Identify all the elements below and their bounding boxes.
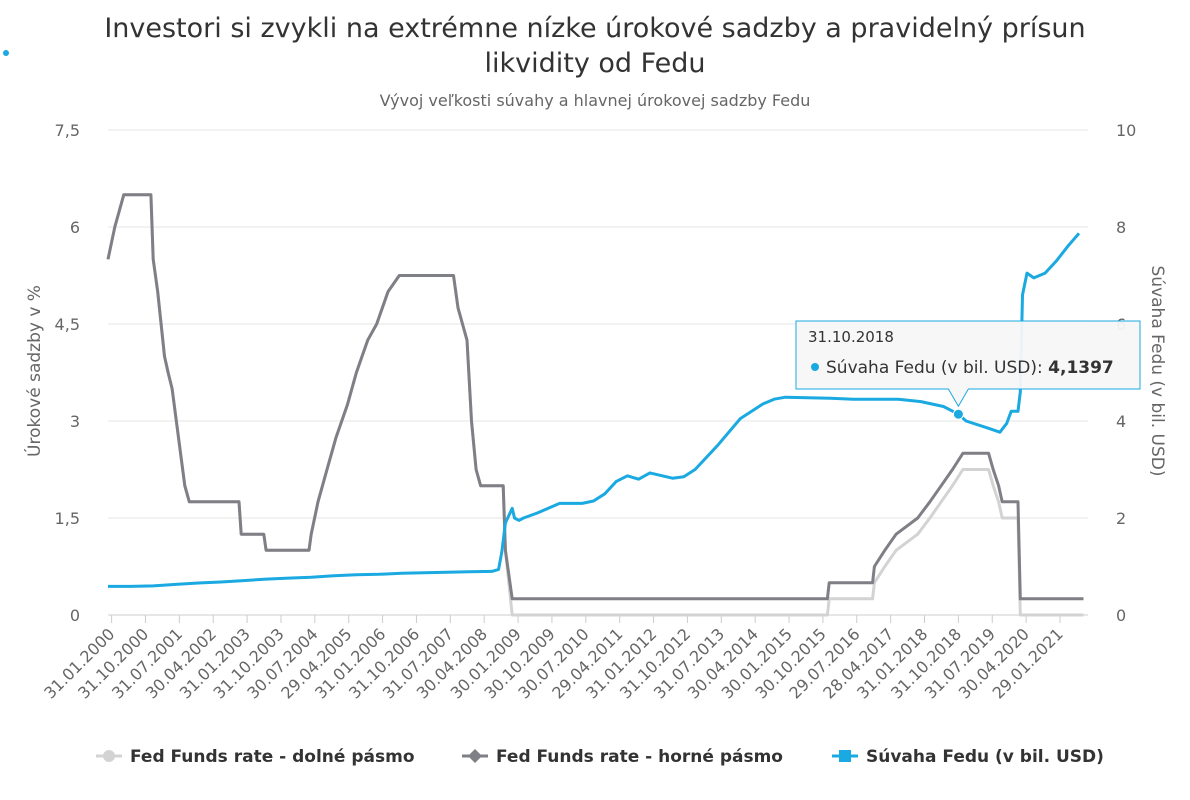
left-axis-title: Úrokové sadzby v % — [23, 285, 45, 457]
context-menu-dot-icon[interactable] — [3, 50, 9, 56]
legend-square-icon — [839, 750, 851, 762]
tooltip-series-dot-icon — [811, 363, 819, 371]
right-tick-label: 2 — [1116, 509, 1126, 528]
left-tick-label: 7,5 — [55, 121, 80, 140]
series-line-2[interactable] — [106, 193, 1084, 601]
series-line-3[interactable] — [108, 232, 1081, 588]
left-tick-label: 1,5 — [55, 509, 80, 528]
hover-marker — [952, 408, 964, 420]
right-tick-label: 8 — [1116, 218, 1126, 237]
chart-header: Investori si zvykli na extrémne nízke úr… — [104, 13, 1085, 110]
tooltip: 31.10.2018 Súvaha Fedu (v bil. USD): 4,13… — [795, 320, 1141, 420]
legend: Fed Funds rate - dolné pásmo Fed Funds ra… — [96, 747, 1104, 767]
tooltip-date: 31.10.2018 — [808, 328, 894, 346]
right-axis-title: Súvaha Fedu (v bil. USD) — [1147, 265, 1167, 476]
series-lines — [106, 193, 1084, 617]
right-tick-label: 10 — [1116, 121, 1136, 140]
tooltip-box — [795, 320, 1141, 408]
right-tick-label: 4 — [1116, 412, 1126, 431]
tooltip-value: 4,1397 — [1048, 358, 1114, 378]
left-tick-label: 0 — [70, 606, 80, 625]
legend-label-1[interactable]: Fed Funds rate - dolné pásmo — [130, 747, 415, 767]
legend-label-3[interactable]: Súvaha Fedu (v bil. USD) — [866, 747, 1104, 767]
legend-circle-icon — [103, 750, 115, 762]
left-tick-label: 4,5 — [55, 315, 80, 334]
right-tick-label: 0 — [1116, 606, 1126, 625]
tooltip-series-name: Súvaha Fedu (v bil. USD) — [826, 358, 1037, 378]
chart-title-line-1: Investori si zvykli na extrémne nízke úr… — [104, 13, 1085, 44]
tooltip-body: Súvaha Fedu (v bil. USD): 4,1397 — [826, 358, 1114, 378]
left-tick-label: 6 — [70, 218, 80, 237]
legend-diamond-icon — [468, 749, 482, 763]
chart-subtitle: Vývoj veľkosti súvahy a hlavnej úrokovej… — [380, 91, 811, 110]
x-axis-ticks: 31.01.200031.10.200031.07.200130.04.2002… — [40, 614, 1088, 703]
left-axis-ticks: 0 1,5 3 4,5 6 7,5 — [55, 121, 80, 625]
legend-label-2[interactable]: Fed Funds rate - horné pásmo — [496, 747, 783, 767]
left-tick-label: 3 — [70, 412, 80, 431]
chart-title-line-2: likvidity od Fedu — [484, 48, 705, 79]
tooltip-colon: : — [1037, 358, 1048, 378]
